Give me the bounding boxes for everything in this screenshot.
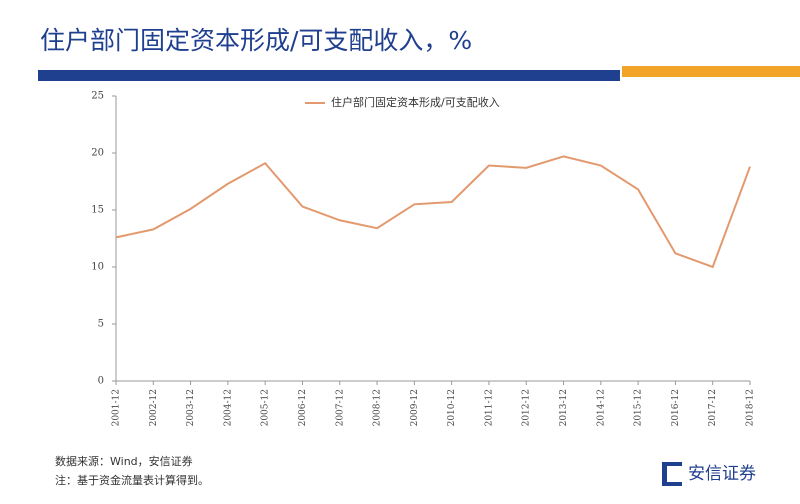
x-tick-label: 2004-12 xyxy=(223,389,233,426)
slide-title: 住户部门固定资本形成/可支配收入，% xyxy=(40,26,472,55)
legend-label: 住户部门固定资本形成/可支配收入 xyxy=(331,95,500,109)
y-tick-label: 20 xyxy=(91,148,104,159)
title-bar-blue xyxy=(38,70,620,81)
x-tick-label: 2001-12 xyxy=(112,389,122,426)
x-tick-label: 2010-12 xyxy=(447,389,457,426)
x-tick-label: 2018-12 xyxy=(746,389,756,426)
x-tick-label: 2006-12 xyxy=(298,389,308,426)
x-tick-label: 2007-12 xyxy=(335,389,345,426)
logo-text: 安信证券 xyxy=(688,464,756,484)
y-tick-label: 0 xyxy=(98,376,104,387)
x-tick-label: 2013-12 xyxy=(559,389,569,426)
x-tick-label: 2008-12 xyxy=(373,389,383,426)
y-tick-label: 25 xyxy=(91,91,104,102)
x-tick-label: 2016-12 xyxy=(671,389,681,426)
x-tick-label: 2009-12 xyxy=(410,389,420,426)
x-tick-label: 2014-12 xyxy=(596,389,606,426)
data-line xyxy=(115,155,751,269)
x-tick-label: 2015-12 xyxy=(634,389,644,426)
logo-icon xyxy=(662,462,682,486)
x-tick-label: 2003-12 xyxy=(186,389,196,426)
x-tick-label: 2005-12 xyxy=(261,389,271,426)
x-tick-label: 2017-12 xyxy=(708,389,718,426)
x-tick-label: 2012-12 xyxy=(522,389,532,426)
y-tick-label: 15 xyxy=(91,205,104,216)
y-tick-label: 5 xyxy=(98,319,104,330)
y-tick-label: 10 xyxy=(91,262,104,273)
source-note: 数据来源：Wind，安信证券 xyxy=(55,454,193,468)
x-tick-label: 2011-12 xyxy=(484,389,494,426)
x-tick-label: 2002-12 xyxy=(149,389,159,426)
title-bar-orange xyxy=(622,66,800,77)
footnote: 注：基于资金流量表计算得到。 xyxy=(55,473,209,487)
